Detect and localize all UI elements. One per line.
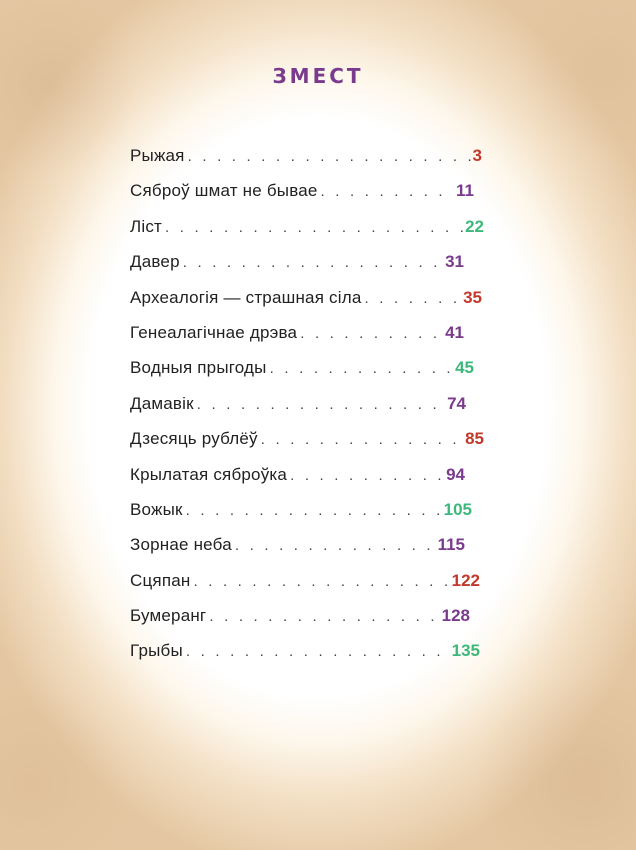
toc-entry-title: Бумеранг <box>130 606 207 626</box>
toc-entry-title: Грыбы <box>130 641 183 661</box>
toc-entry[interactable]: Давер 31 <box>130 252 490 287</box>
toc-entry-title: Археалогія — страшная сіла <box>130 287 362 307</box>
dot-leader <box>209 608 439 625</box>
toc-entry-title: Генеалагічнае дрэва <box>130 322 298 342</box>
dot-leader <box>235 537 436 554</box>
toc-page-number: 128 <box>441 606 470 626</box>
toc-entry[interactable]: Рыжая 3 <box>130 146 490 181</box>
toc-entry-title: Вожык <box>130 499 183 519</box>
toc-entry-title: Ліст <box>130 216 163 236</box>
dot-leader <box>270 360 453 377</box>
toc-entry[interactable]: Бумеранг 128 <box>130 606 490 641</box>
toc-entry[interactable]: Крылатая сяброўка 94 <box>130 465 490 500</box>
toc-entry-title: Сцяпан <box>130 570 191 590</box>
toc-page-number: 35 <box>463 287 482 307</box>
dot-leader <box>186 502 442 519</box>
toc-entry-title: Давер <box>130 252 180 272</box>
toc-page-number: 31 <box>445 252 464 272</box>
toc-entry[interactable]: Сцяпан 122 <box>130 571 490 606</box>
dot-leader <box>197 396 445 413</box>
toc-entry[interactable]: Сяброў шмат не бывае 11 <box>130 181 490 216</box>
dot-leader <box>165 219 463 236</box>
toc-entry-title: Рыжая <box>130 146 185 165</box>
toc-entry[interactable]: Ліст 22 <box>130 217 490 252</box>
toc-page-number: 122 <box>451 570 480 590</box>
toc-page-number: 22 <box>465 216 484 236</box>
toc-entry-title: Зорнае неба <box>130 535 232 555</box>
toc-entry[interactable]: Водныя прыгоды 45 <box>130 358 490 393</box>
toc-page-number: 3 <box>472 146 482 165</box>
page-title: ЗМЕСТ <box>272 64 364 88</box>
toc-entry-title: Водныя прыгоды <box>130 358 267 378</box>
toc-entry[interactable]: Дзесяць рублёў 85 <box>130 429 490 464</box>
dot-leader <box>186 643 450 660</box>
toc-page-number: 45 <box>455 358 474 378</box>
toc-entry[interactable]: Генеалагічнае дрэва 41 <box>130 323 490 358</box>
dot-leader <box>290 467 444 484</box>
toc-entry[interactable]: Грыбы 135 <box>130 641 490 676</box>
toc-page-number: 94 <box>446 464 465 484</box>
dot-leader <box>321 183 454 200</box>
toc-page-number: 135 <box>451 641 480 661</box>
toc-page-number: 115 <box>437 535 465 555</box>
dot-leader <box>300 325 443 342</box>
toc-page-number: 41 <box>445 322 464 342</box>
dot-leader <box>183 254 443 271</box>
toc-entry[interactable]: Археалогія — страшная сіла 35 <box>130 288 490 323</box>
toc-page-number: 11 <box>456 181 474 201</box>
toc-entry[interactable]: Дамавік 74 <box>130 394 490 429</box>
dot-leader <box>364 290 461 307</box>
toc-entry-title: Крылатая сяброўка <box>130 464 288 484</box>
dot-leader <box>188 148 471 165</box>
toc-page-number: 85 <box>465 429 484 449</box>
dot-leader <box>261 431 463 448</box>
dot-leader <box>193 573 449 590</box>
toc-entry-title: Сяброў шмат не бывае <box>130 181 318 201</box>
toc-entry-title: Дзесяць рублёў <box>130 429 258 449</box>
toc-page-number: 105 <box>443 499 472 519</box>
toc-page-number: 74 <box>447 393 466 413</box>
table-of-contents: Рыжая 3 Сяброў шмат не бывае 11 Ліст 22 … <box>130 146 490 677</box>
toc-entry[interactable]: Вожык 105 <box>130 500 490 535</box>
toc-entry[interactable]: Зорнае неба 115 <box>130 535 490 570</box>
toc-entry-title: Дамавік <box>130 393 194 413</box>
